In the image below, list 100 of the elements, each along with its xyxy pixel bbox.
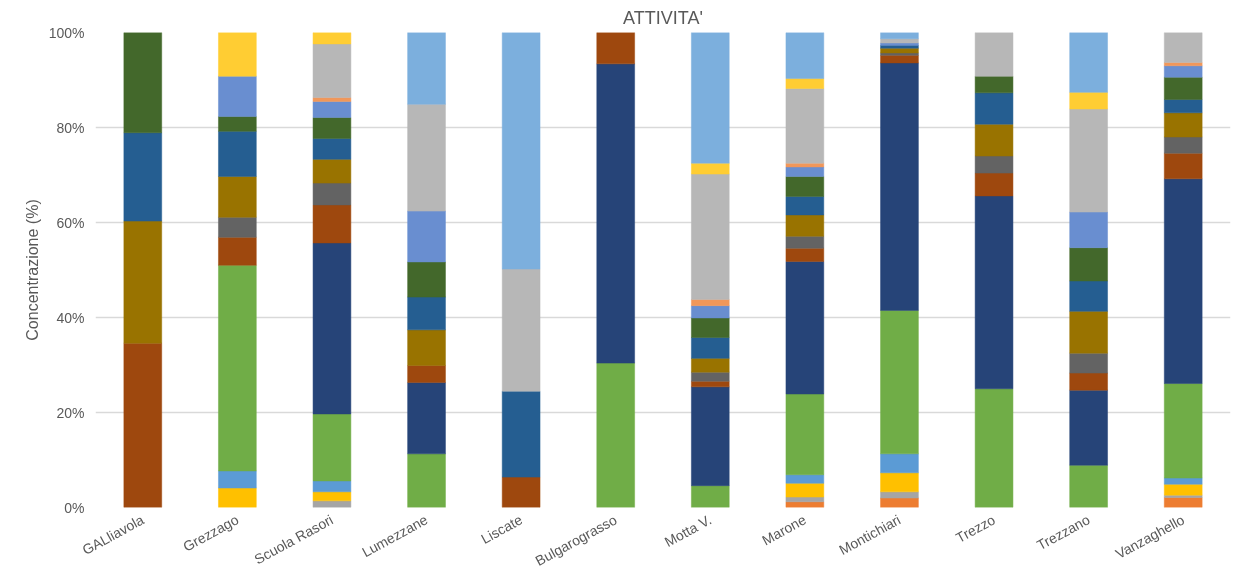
- bar: [218, 116, 257, 132]
- bar: [123, 132, 162, 222]
- bar: [785, 247, 825, 262]
- bar: [1069, 211, 1108, 248]
- bar: [974, 155, 1014, 174]
- bar: [880, 62, 919, 311]
- bar: [785, 261, 825, 395]
- y-tick-label: 100%: [48, 24, 85, 41]
- bar: [407, 261, 446, 298]
- bar: [880, 47, 919, 54]
- bar: [880, 55, 919, 64]
- bar: [691, 386, 730, 486]
- bar: [312, 491, 352, 502]
- y-tick-label: 0%: [64, 499, 85, 516]
- bar: [974, 75, 1014, 94]
- bar: [407, 296, 446, 331]
- bar: [596, 63, 635, 364]
- bar: [1069, 372, 1108, 391]
- bar: [1069, 352, 1108, 374]
- bar: [785, 196, 825, 216]
- bar: [691, 32, 730, 164]
- bar: [407, 453, 446, 508]
- bar: [312, 117, 352, 139]
- bar: [312, 182, 352, 206]
- bar: [691, 380, 730, 388]
- bar: [312, 159, 352, 184]
- bar: [691, 173, 730, 300]
- bar: [218, 487, 257, 508]
- bar: [1069, 32, 1108, 93]
- bar: [218, 32, 257, 77]
- bar: [785, 78, 825, 89]
- bar: [596, 362, 635, 508]
- bar: [407, 103, 446, 212]
- bar: [218, 75, 257, 117]
- bar: [1164, 99, 1203, 114]
- bar: [785, 32, 825, 79]
- bar: [880, 38, 919, 44]
- bar: [785, 162, 825, 168]
- bar: [312, 413, 352, 482]
- bar: [1164, 497, 1203, 508]
- bar: [218, 236, 257, 266]
- bar: [880, 310, 919, 455]
- bar: [312, 242, 352, 415]
- bar: [312, 138, 352, 160]
- bar: [1164, 76, 1203, 100]
- bar: [974, 123, 1014, 157]
- bar: [407, 210, 446, 263]
- bar: [974, 172, 1014, 197]
- bar: [691, 485, 730, 508]
- bar: [123, 342, 162, 508]
- bar: [407, 365, 446, 383]
- bar: [312, 32, 352, 45]
- bar: [691, 371, 730, 382]
- bar: [218, 470, 257, 489]
- bar: [1164, 112, 1203, 138]
- bar: [691, 162, 730, 175]
- bar: [1164, 32, 1203, 63]
- y-tick-label: 20%: [56, 404, 85, 421]
- bar: [1164, 477, 1203, 485]
- bar: [312, 204, 352, 244]
- bar: [880, 472, 919, 493]
- bar: [785, 214, 825, 237]
- bar: [1164, 65, 1203, 78]
- bar: [1164, 483, 1203, 496]
- bar: [1164, 136, 1203, 154]
- bar: [123, 32, 162, 133]
- bar: [407, 32, 446, 105]
- bar: [691, 337, 730, 359]
- bar: [1164, 152, 1203, 180]
- bar: [880, 453, 919, 474]
- bar: [501, 32, 541, 270]
- bar: [312, 101, 352, 118]
- bar: [974, 32, 1014, 77]
- x-tick-label: Motta V.: [661, 511, 715, 550]
- bar: [218, 217, 257, 238]
- bar: [880, 491, 919, 499]
- bar: [501, 390, 541, 478]
- bar: [1069, 280, 1108, 312]
- bar: [1069, 311, 1108, 354]
- bar: [312, 97, 352, 102]
- bar: [1069, 247, 1108, 282]
- bar: [785, 166, 825, 177]
- bar: [407, 329, 446, 366]
- bar: [1069, 389, 1108, 466]
- bar: [691, 317, 730, 338]
- bar: [1069, 108, 1108, 213]
- y-tick-label: 40%: [56, 309, 85, 326]
- bar: [880, 32, 919, 39]
- bar: [691, 305, 730, 319]
- bar: [1069, 464, 1108, 508]
- bar: [785, 176, 825, 197]
- bar: [785, 236, 825, 249]
- bar: [596, 32, 635, 65]
- bar: [218, 131, 257, 177]
- bar: [218, 265, 257, 472]
- bar: [785, 393, 825, 475]
- bar: [974, 92, 1014, 125]
- chart-title: ATTIVITA': [623, 7, 703, 28]
- bar: [1164, 178, 1203, 384]
- bar: [974, 388, 1014, 508]
